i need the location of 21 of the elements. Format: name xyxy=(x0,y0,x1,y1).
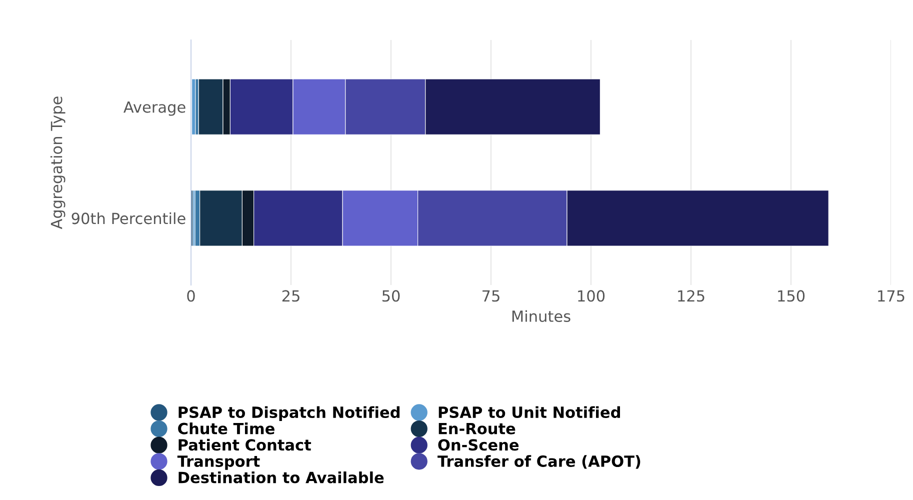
legend-label: On-Scene xyxy=(438,439,519,451)
legend-label: Destination to Available xyxy=(178,471,384,484)
x-tick-label: 175 xyxy=(878,290,904,302)
x-tick-label: 100 xyxy=(578,290,605,302)
legend-label: Transport xyxy=(177,456,260,470)
x-tick-label: 25 xyxy=(282,290,300,302)
x-tick-label: 50 xyxy=(382,290,400,302)
x-tick-label: 75 xyxy=(482,290,500,302)
legend-label: PSAP to Dispatch Notified xyxy=(178,406,400,421)
legend-label: Transfer of Care (APOT) xyxy=(438,455,640,469)
legend-label: En-Route xyxy=(438,422,516,434)
legend-label: PSAP to Unit Notified xyxy=(438,406,620,418)
legend-label: Patient Contact xyxy=(178,438,312,451)
x-tick-label: 150 xyxy=(778,290,805,302)
y-axis-title: Aggregation Type xyxy=(50,96,66,230)
x-axis-title: Minutes xyxy=(512,310,570,322)
y-tick-label: 90th Percentile xyxy=(72,212,186,224)
x-tick-label: 0 xyxy=(187,290,195,302)
x-tick-label: 125 xyxy=(678,290,704,302)
legend-label: Chute Time xyxy=(178,422,274,434)
y-tick-label: Average xyxy=(124,101,186,116)
